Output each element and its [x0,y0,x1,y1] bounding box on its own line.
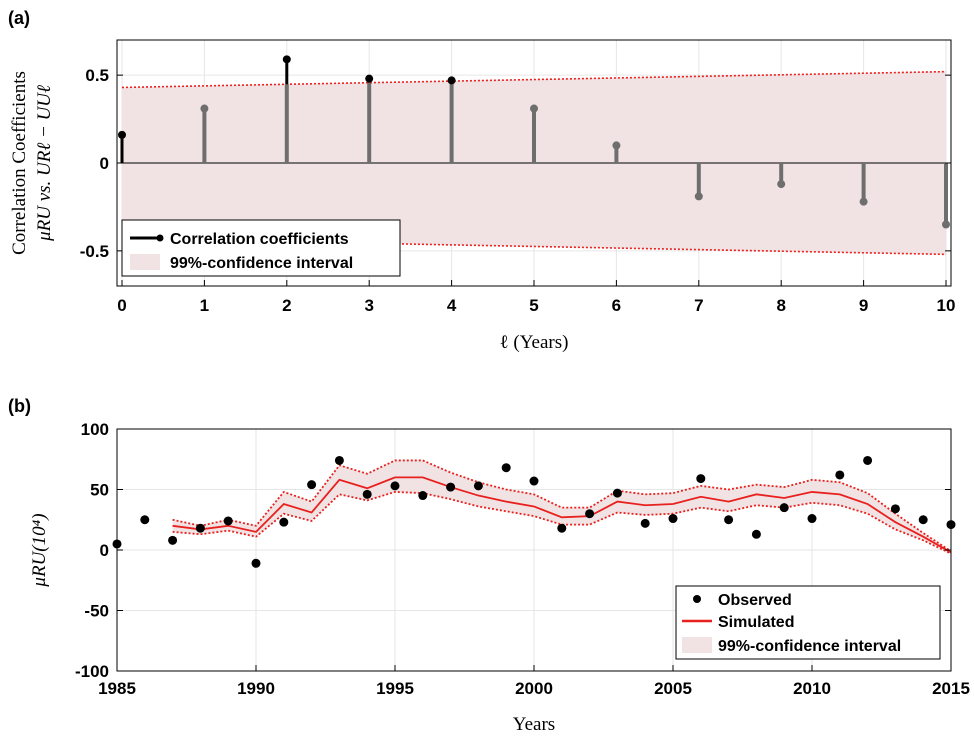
stem-marker [694,192,703,201]
observed-point [279,517,289,527]
stem-marker [612,141,621,150]
observed-point [473,481,483,491]
y-tick-label: 0.5 [85,66,109,85]
x-tick-label: 6 [612,296,621,315]
observed-point [529,476,539,486]
upper-confidence-line [121,70,947,89]
stem-marker [530,104,538,113]
panel-a: (a) 0 1 2 3 4 5 6 7 8 9 10 -0.5 0 0.5 ℓ (Years) Corre… [8,8,955,353]
observed-point [724,515,734,525]
observed-point [168,535,178,545]
stem-marker [447,76,456,85]
y-tick-label: 100 [81,420,109,439]
observed-point [223,516,233,526]
legend-band-swatch [130,254,160,270]
confidence-band-fill [172,460,951,554]
stem-marker [282,55,291,64]
panel-b-x-axis-label: Years [513,714,555,735]
x-tick-label: 2010 [793,679,831,698]
legend-band-swatch-b [682,637,712,653]
panel-a-label: (a) [8,8,30,28]
observed-point [807,514,817,524]
x-tick-label: 1995 [376,679,414,698]
panel-b-y-axis-label: μRU(10⁴) [29,513,50,587]
observed-point [863,455,873,465]
observed-point [640,518,650,528]
simulated-series-line [172,476,951,554]
observed-point [668,514,678,524]
panel-a-ticks: 0 1 2 3 4 5 6 7 8 9 10 -0.5 0 0.5 [80,66,956,315]
panel-a-y-axis-label-line2: μRU vs. URℓ − UUℓ [34,85,55,242]
legend-observed-marker [693,595,701,603]
stem-marker [365,74,374,83]
panel-b-legend: Observed Simulated 99%-confidence interv… [675,585,941,660]
legend-ci-label-b: 99%-confidence interval [718,638,901,655]
observed-point [918,515,928,525]
x-tick-label: 0 [117,296,126,315]
observed-point [557,523,567,533]
x-tick-label: 5 [529,296,538,315]
stem-marker [942,220,950,229]
observed-point [140,515,150,525]
x-tick-label: 9 [859,296,868,315]
x-tick-label: 1 [200,296,209,315]
observed-point [362,489,372,499]
observed-point [612,488,622,498]
upper-confidence-line [172,459,951,552]
y-tick-label: 0 [100,154,109,173]
panel-a-stems [118,55,950,229]
observed-point [835,470,845,480]
observed-point [334,455,344,465]
panel-b-label: (b) [8,396,31,416]
x-tick-label: 2000 [515,679,553,698]
panel-b-confidence-band [172,459,951,555]
observed-point [418,491,428,501]
legend-stem-marker [156,234,164,242]
observed-point [751,529,761,539]
y-tick-label: 50 [90,481,109,500]
y-tick-label: -100 [75,662,109,681]
stem-marker [200,104,209,113]
panel-a-x-axis-label: ℓ (Years) [500,332,569,353]
stem-marker [859,197,868,206]
panel-b-observed-points [112,455,956,568]
legend-ci-label: 99%-confidence interval [170,255,353,272]
x-tick-label: 1990 [237,679,275,698]
observed-point [251,558,261,568]
observed-point [890,504,900,514]
x-tick-label: 4 [447,296,457,315]
x-tick-label: 2015 [932,679,970,698]
legend-simulated-label: Simulated [718,614,794,631]
observed-point [307,480,317,490]
panel-b-legend-box [675,585,941,660]
y-tick-label: -50 [84,602,109,621]
panel-b-simulated-line [172,476,951,554]
observed-point [779,503,789,513]
x-tick-label: 2 [282,296,291,315]
legend-correlation-label: Correlation coefficients [170,231,349,248]
observed-point [501,463,511,473]
observed-point [195,523,205,533]
panel-a-legend: Correlation coefficients 99%-confidence … [121,219,401,277]
y-tick-label: -0.5 [80,242,109,261]
panel-a-legend-box [121,219,401,277]
x-tick-label: 2005 [654,679,692,698]
x-tick-label: 7 [694,296,703,315]
observed-point [390,481,400,491]
observed-point [446,482,456,492]
stem-marker [777,180,786,189]
x-tick-label: 10 [937,296,956,315]
panel-b-ticks: 1985 1990 1995 2000 2005 2010 2015 -100 -50 0 50 10… [75,420,970,698]
panel-b: (b) 1985 1990 1995 2000 2005 2010 2015 -100 -50 0… [8,396,970,735]
observed-point [696,474,706,484]
x-tick-label: 1985 [98,679,136,698]
panel-a-y-axis-label-line1: Correlation Coefficients [9,71,30,255]
stem-marker [118,130,126,139]
y-tick-label: 0 [100,541,109,560]
legend-observed-label: Observed [718,592,792,609]
x-tick-label: 8 [776,296,785,315]
x-tick-label: 3 [364,296,373,315]
observed-point [585,509,595,519]
